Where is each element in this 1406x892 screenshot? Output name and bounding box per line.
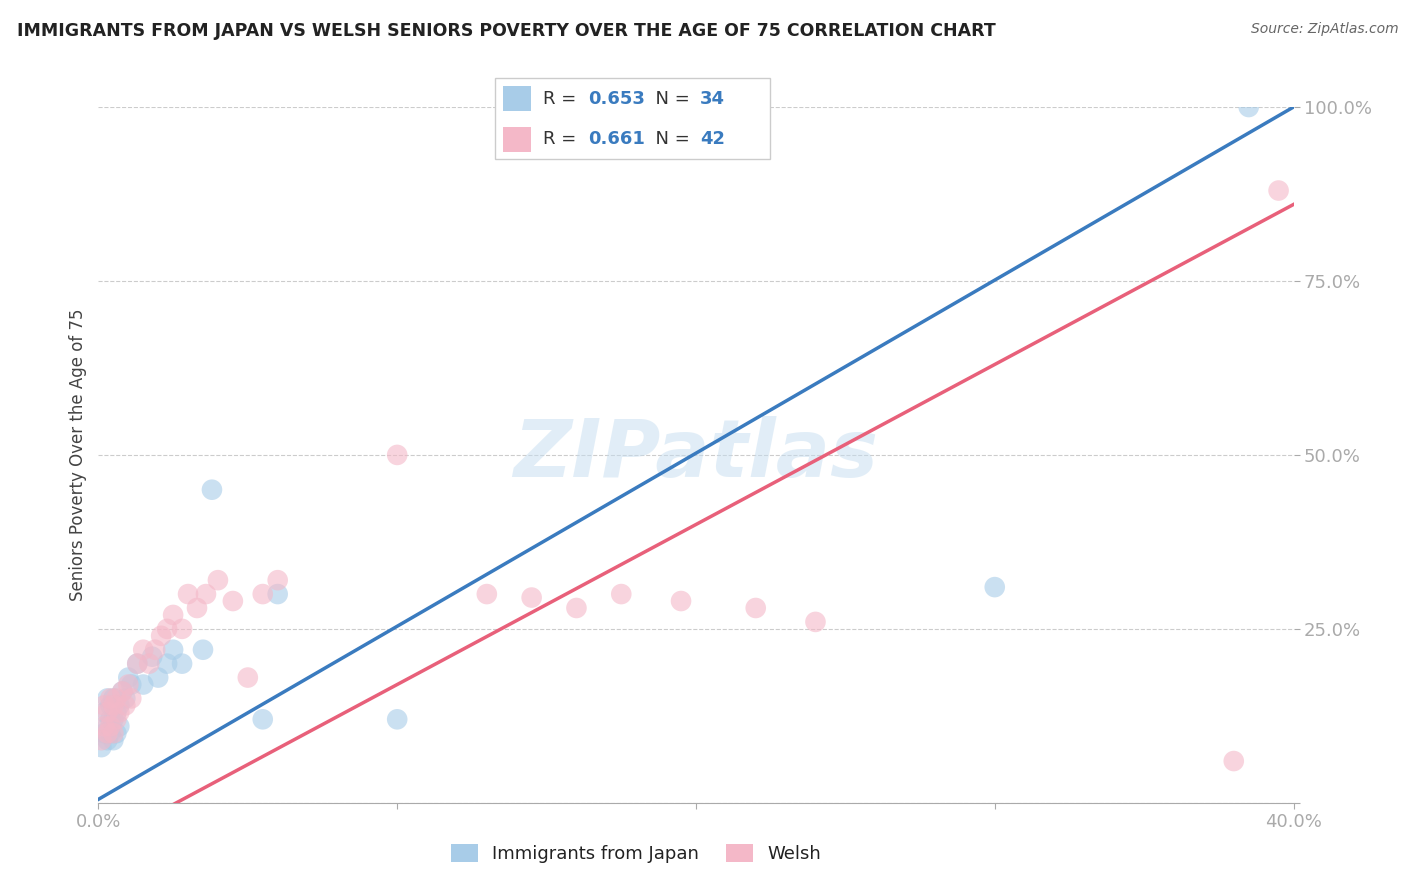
Text: 0.653: 0.653	[588, 90, 644, 108]
Legend: Immigrants from Japan, Welsh: Immigrants from Japan, Welsh	[444, 837, 828, 871]
Point	[385, 448, 409, 462]
Point	[156, 622, 179, 636]
Point	[108, 719, 131, 733]
Point	[385, 712, 409, 726]
Point	[111, 684, 134, 698]
Point	[191, 642, 214, 657]
Text: 34: 34	[700, 90, 725, 108]
Point	[162, 642, 184, 657]
Point	[143, 642, 166, 657]
Point	[252, 587, 274, 601]
Point	[804, 615, 827, 629]
Point	[1267, 184, 1289, 198]
Point	[132, 642, 155, 657]
Point	[93, 698, 115, 713]
Bar	[503, 86, 531, 112]
Text: 0.661: 0.661	[588, 130, 644, 148]
Point	[162, 607, 184, 622]
Point	[117, 677, 139, 691]
Point	[96, 706, 118, 720]
Point	[222, 594, 245, 608]
Point	[138, 657, 160, 671]
Point	[98, 712, 122, 726]
Point	[267, 573, 290, 587]
Point	[156, 657, 179, 671]
Point	[96, 726, 118, 740]
Point	[1223, 754, 1246, 768]
Point	[105, 706, 128, 720]
Point	[669, 594, 692, 608]
Point	[103, 712, 125, 726]
Point	[132, 677, 155, 691]
Point	[105, 726, 128, 740]
Point	[93, 726, 115, 740]
Point	[172, 622, 194, 636]
Point	[172, 657, 194, 671]
Text: R =: R =	[543, 90, 582, 108]
Point	[127, 657, 149, 671]
Point	[117, 671, 139, 685]
Point	[207, 573, 229, 587]
Point	[236, 671, 259, 685]
Point	[148, 671, 170, 685]
Point	[267, 587, 290, 601]
Point	[93, 719, 115, 733]
Point	[98, 726, 122, 740]
Point	[96, 691, 118, 706]
Bar	[503, 127, 531, 152]
Point	[983, 580, 1005, 594]
Point	[610, 587, 633, 601]
Point	[111, 684, 134, 698]
Point	[108, 706, 131, 720]
Point	[186, 601, 208, 615]
Point	[127, 657, 149, 671]
Point	[98, 698, 122, 713]
Point	[98, 691, 122, 706]
Point	[114, 698, 136, 713]
Point	[98, 719, 122, 733]
Point	[103, 698, 125, 713]
Text: Source: ZipAtlas.com: Source: ZipAtlas.com	[1251, 22, 1399, 37]
Point	[105, 712, 128, 726]
Point	[1237, 100, 1260, 114]
Text: 42: 42	[700, 130, 725, 148]
Text: N =: N =	[644, 130, 696, 148]
Text: R =: R =	[543, 130, 582, 148]
Point	[103, 733, 125, 747]
Point	[201, 483, 224, 497]
Point	[141, 649, 163, 664]
Text: IMMIGRANTS FROM JAPAN VS WELSH SENIORS POVERTY OVER THE AGE OF 75 CORRELATION CH: IMMIGRANTS FROM JAPAN VS WELSH SENIORS P…	[17, 22, 995, 40]
FancyBboxPatch shape	[495, 78, 770, 159]
Y-axis label: Seniors Poverty Over the Age of 75: Seniors Poverty Over the Age of 75	[69, 309, 87, 601]
Point	[105, 691, 128, 706]
Point	[90, 733, 112, 747]
Point	[252, 712, 274, 726]
Point	[194, 587, 218, 601]
Point	[93, 706, 115, 720]
Point	[90, 740, 112, 755]
Point	[114, 691, 136, 706]
Point	[120, 691, 142, 706]
Point	[96, 719, 118, 733]
Point	[745, 601, 768, 615]
Text: N =: N =	[644, 90, 696, 108]
Point	[120, 677, 142, 691]
Point	[520, 591, 543, 605]
Point	[177, 587, 200, 601]
Point	[103, 726, 125, 740]
Point	[150, 629, 173, 643]
Text: ZIPatlas: ZIPatlas	[513, 416, 879, 494]
Point	[108, 698, 131, 713]
Point	[475, 587, 498, 601]
Point	[96, 733, 118, 747]
Point	[565, 601, 588, 615]
Point	[103, 691, 125, 706]
